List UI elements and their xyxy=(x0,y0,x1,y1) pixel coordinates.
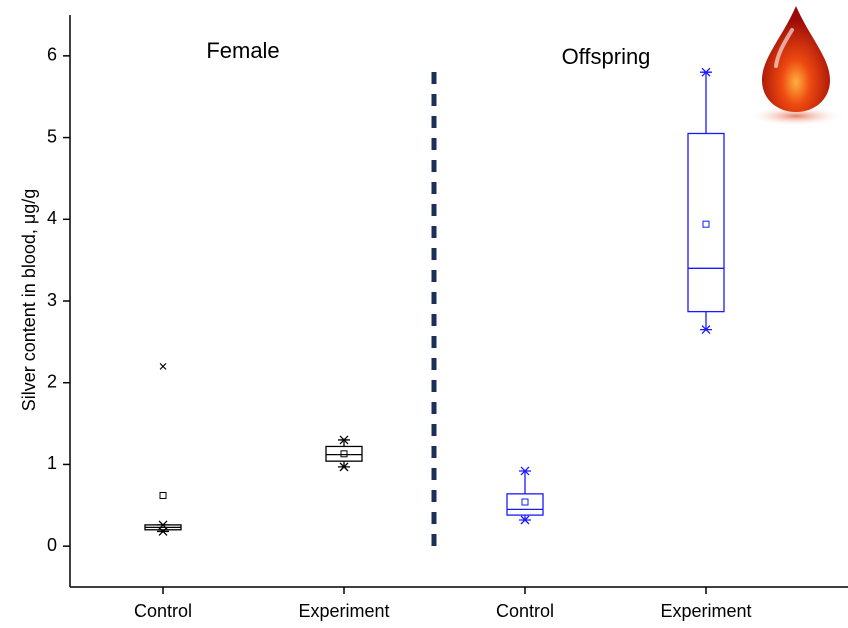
whisker-max xyxy=(338,435,350,445)
box xyxy=(687,132,725,313)
whisker-min xyxy=(157,526,169,536)
y-tick-label: 6 xyxy=(47,45,57,65)
box xyxy=(325,445,363,462)
y-tick-label: 4 xyxy=(47,208,57,228)
y-tick-label: 1 xyxy=(47,453,57,473)
drop-shadow xyxy=(748,106,844,126)
y-tick-label: 3 xyxy=(47,290,57,310)
whisker-min xyxy=(338,462,350,472)
box xyxy=(506,493,544,516)
x-tick-label: Control xyxy=(134,601,192,621)
blood-drop-icon xyxy=(762,6,830,112)
whisker-min xyxy=(700,325,712,335)
mean xyxy=(340,450,348,458)
whisker-min xyxy=(519,515,531,525)
x-tick-label: Control xyxy=(496,601,554,621)
y-tick-label: 0 xyxy=(47,535,57,555)
outlier xyxy=(159,362,167,370)
y-tick-label: 2 xyxy=(47,371,57,391)
y-axis-label: Silver content in blood, μg/g xyxy=(19,189,39,412)
whisker-max xyxy=(700,67,712,77)
mean xyxy=(702,220,710,228)
y-tick-label: 5 xyxy=(47,126,57,146)
mean xyxy=(159,491,167,499)
annotation: Offspring xyxy=(562,44,651,69)
whisker-max xyxy=(519,466,531,476)
mean xyxy=(521,498,529,506)
annotation: Female xyxy=(206,38,279,63)
drop-highlight xyxy=(774,28,794,68)
x-tick-label: Experiment xyxy=(298,601,389,621)
x-tick-label: Experiment xyxy=(660,601,751,621)
